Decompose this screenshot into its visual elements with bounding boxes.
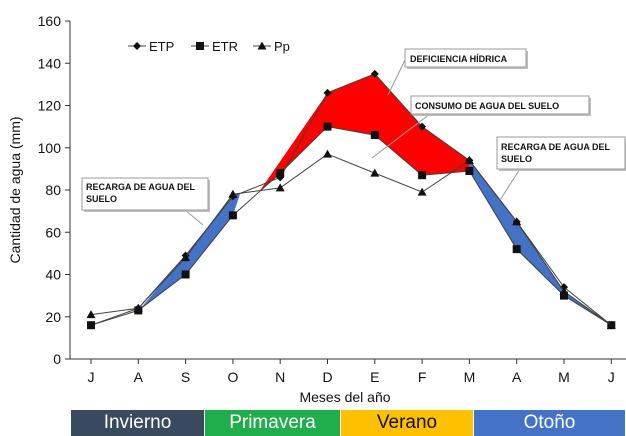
point-pp [133, 303, 143, 312]
y-tick-label: 100 [38, 140, 62, 156]
point-pp [464, 155, 474, 164]
y-tick-label: 80 [45, 182, 61, 198]
point-etr [370, 131, 379, 140]
callout-text: RECARGA DE AGUA DEL [501, 142, 611, 152]
y-tick-label: 40 [45, 267, 61, 283]
point-pp [606, 320, 616, 329]
x-tick-label: D [322, 369, 332, 385]
point-pp [228, 189, 238, 198]
season-invierno: Invierno [71, 410, 205, 436]
x-tick-label: J [88, 369, 95, 385]
x-tick-label: A [134, 369, 144, 385]
point-etp [323, 88, 332, 97]
x-tick-label: A [512, 369, 522, 385]
x-tick-label: M [464, 369, 476, 385]
point-etp [418, 122, 427, 131]
x-tick-label: E [370, 369, 379, 385]
legend-label-etp: ETP [149, 39, 174, 54]
y-axis-label: Cantidad de agua (mm) [7, 116, 23, 263]
callout-text: SUELO [501, 154, 532, 164]
callout-leader [499, 168, 521, 201]
point-etr [560, 291, 568, 300]
legend-marker [196, 42, 204, 50]
callout-box [496, 136, 626, 170]
point-etr [87, 321, 95, 330]
x-axis-label: Meses del año [299, 389, 390, 405]
callout-text: DEFICIENCIA HÍDRICA [410, 54, 508, 64]
season-verano: Verano [341, 410, 474, 436]
callout-leader [387, 59, 406, 96]
x-tick-label: S [181, 369, 190, 385]
water-balance-chart: 0 20 40 60 80 100 120 140 160 J A S O N D E F M A M J ETP ETR… [7, 13, 626, 405]
series-pp [86, 149, 616, 329]
point-pp [559, 286, 569, 295]
x-tick-label: N [275, 369, 285, 385]
x-tick-label: J [608, 369, 615, 385]
x-tick-label: F [418, 369, 427, 385]
series-line-pp [90, 153, 612, 326]
point-etr [181, 270, 190, 279]
point-pp [86, 310, 96, 319]
axes: 0 20 40 60 80 100 120 140 160 J A S O N D E F M A M J [38, 13, 626, 385]
callout-box [404, 48, 527, 68]
callout-2: CONSUMO DE AGUA DEL SUELO [371, 95, 591, 159]
point-pp [512, 217, 522, 226]
point-etr [228, 211, 237, 220]
callout-box [81, 177, 209, 211]
point-etr [323, 122, 332, 131]
point-pp [323, 149, 332, 158]
x-tick-label: O [227, 369, 238, 385]
callout-text: SUELO [86, 194, 117, 204]
point-pp [417, 187, 427, 196]
y-tick-label: 120 [38, 98, 62, 114]
callout-text: CONSUMO DE AGUA DEL SUELO [415, 101, 559, 111]
point-etr [418, 171, 427, 180]
callout-4: RECARGA DE AGUA DEL SUELO [496, 136, 626, 201]
point-pp [370, 168, 380, 177]
callout-1: DEFICIENCIA HÍDRICA [387, 48, 528, 96]
y-tick-label: 160 [38, 13, 62, 29]
x-tick-label: M [558, 369, 570, 385]
legend-label-pp: Pp [274, 39, 290, 54]
y-tick-label: 60 [45, 224, 61, 240]
recharge-area-2 [469, 160, 612, 326]
legend-label-etr: ETR [212, 39, 238, 54]
legend: ETP ETR Pp [128, 39, 290, 54]
season-bar: Invierno Primavera Verano Otoño [71, 410, 626, 436]
season-otono: Otoño [474, 410, 626, 436]
point-pp [181, 253, 191, 262]
series-line-etr [90, 126, 612, 326]
y-tick-label: 20 [45, 309, 61, 325]
season-primavera: Primavera [205, 410, 341, 436]
annotations: DEFICIENCIA HÍDRICA CONSUMO DE AGUA DEL S… [81, 48, 626, 226]
point-etp [370, 69, 379, 78]
legend-marker [257, 41, 267, 50]
callout-leader [371, 113, 431, 159]
callout-3: RECARGA DE AGUA DEL SUELO [81, 177, 210, 226]
y-tick-label: 0 [53, 351, 61, 367]
callout-text: RECARGA DE AGUA DEL [86, 182, 196, 192]
series-layer [86, 69, 616, 330]
point-etr [465, 166, 474, 175]
legend-marker [133, 42, 141, 50]
point-pp [275, 183, 285, 192]
point-etr [512, 245, 521, 254]
callout-leader [184, 209, 204, 226]
y-tick-label: 140 [38, 55, 62, 71]
callout-box [410, 95, 590, 115]
point-etr [276, 169, 285, 178]
